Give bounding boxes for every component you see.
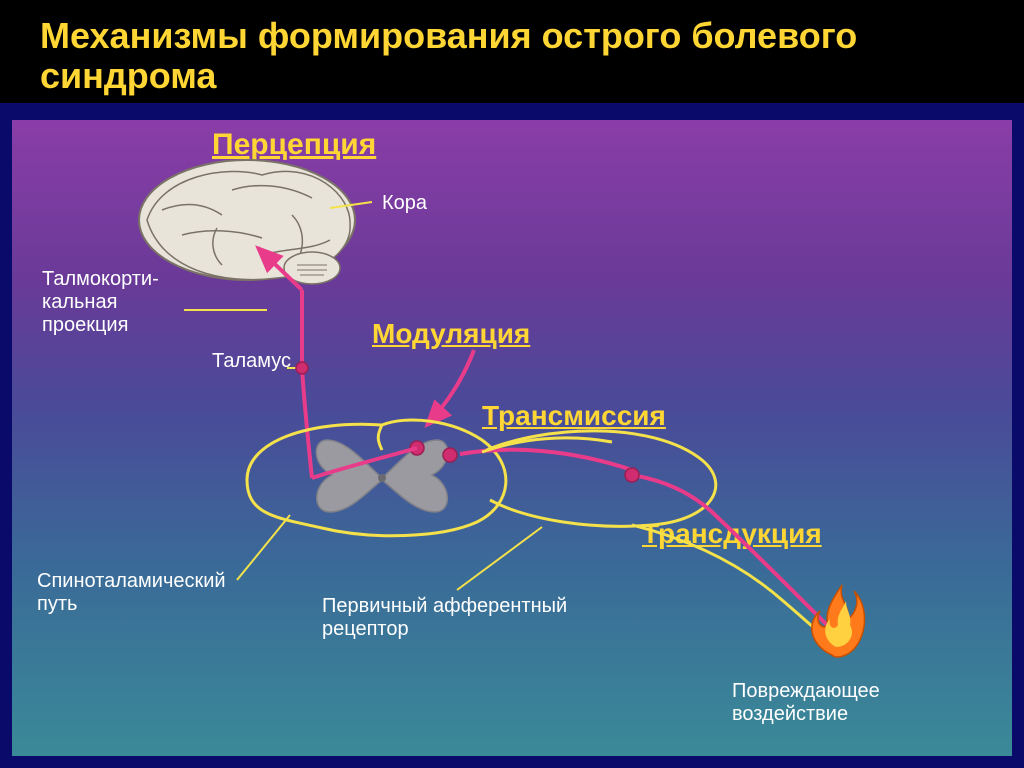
- label-damaging-l2: воздействие: [732, 703, 848, 725]
- label-cortex: Кора: [382, 192, 427, 215]
- label-damaging-l1: Повреждающее: [732, 680, 880, 702]
- label-damaging-stimulus: Повреждающее воздействие: [732, 680, 880, 726]
- label-thalamus: Таламус: [212, 350, 291, 373]
- synapse-1: [410, 441, 424, 455]
- label-spinothalamic-l1: Спиноталамический: [37, 570, 226, 592]
- dorsal-root-ganglion: [482, 431, 716, 526]
- label-thalamocortical-l2: кальная: [42, 291, 117, 313]
- label-thalamocortical: Талмокорти- кальная проекция: [42, 268, 159, 337]
- brain-icon: [139, 160, 355, 284]
- stage-transmission: Трансмиссия: [482, 400, 666, 432]
- path-ascending: [302, 368, 312, 478]
- path-transmission: [460, 450, 632, 470]
- thalamus-relay: [296, 362, 308, 374]
- spinal-cord: [247, 420, 506, 536]
- leader-cortex: [330, 202, 372, 208]
- stage-transduction: Трансдукция: [642, 518, 822, 550]
- label-thalamocortical-l3: проекция: [42, 314, 128, 336]
- slide-frame: Механизмы формирования острого болевого …: [0, 0, 1024, 768]
- stage-modulation: Модуляция: [372, 318, 530, 350]
- synapse-ganglion: [625, 468, 639, 482]
- synapse-2: [443, 448, 457, 462]
- path-modulation: [427, 350, 474, 425]
- path-dorsalhorn-to-tract: [312, 448, 417, 478]
- label-afferent-l2: рецептор: [322, 618, 409, 640]
- label-spinothalamic-l2: путь: [37, 593, 77, 615]
- slide-title: Механизмы формирования острого болевого …: [40, 16, 984, 95]
- stage-perception: Перцепция: [212, 128, 376, 162]
- path-to-cortex: [258, 248, 302, 290]
- path-afferent: [632, 475, 828, 626]
- diagram-panel: Перцепция Модуляция Трансмиссия Трансдук…: [12, 120, 1012, 756]
- label-thalamocortical-l1: Талмокорти-: [42, 268, 159, 290]
- label-spinothalamic: Спиноталамический путь: [37, 570, 226, 616]
- label-afferent-l1: Первичный афферентный: [322, 595, 567, 617]
- label-afferent-receptor: Первичный афферентный рецептор: [322, 595, 567, 641]
- title-bar: Механизмы формирования острого болевого …: [0, 0, 1024, 103]
- flame-icon: [812, 585, 865, 657]
- leader-spinothalamic: [237, 515, 290, 580]
- leader-afferent: [457, 527, 542, 590]
- diagram-svg: [12, 120, 1012, 756]
